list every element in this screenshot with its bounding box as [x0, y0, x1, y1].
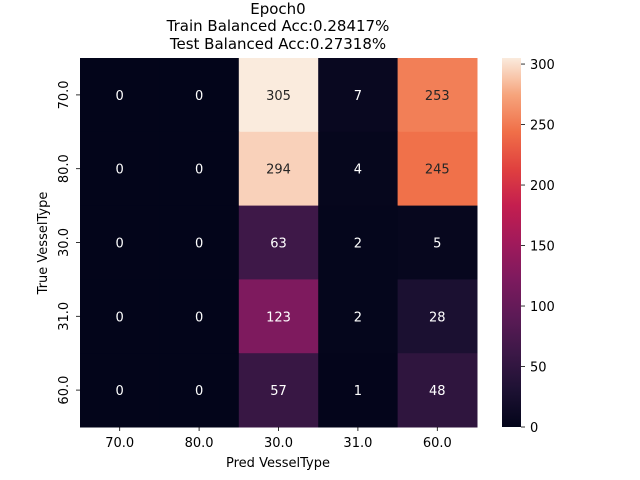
heatmap-cell	[159, 131, 240, 207]
heatmap-cell	[397, 58, 478, 133]
y-tick-label: 60.0	[57, 376, 72, 405]
heatmap-cell	[318, 58, 399, 133]
cell-value-label: 28	[429, 310, 446, 325]
cell-value-label: 0	[195, 384, 203, 399]
y-tick-label: 31.0	[57, 302, 72, 331]
colorbar-tick-label: 150	[530, 240, 555, 255]
chart-title: Epoch0 Train Balanced Acc:0.28417% Test …	[166, 0, 390, 53]
cell-value-label: 0	[116, 163, 124, 178]
y-axis-label: True VesselType	[36, 192, 51, 296]
colorbar-tick-label: 300	[530, 58, 555, 73]
heatmap-cell	[318, 205, 399, 280]
heatmap-cell	[238, 279, 319, 354]
heatmap-cell	[397, 353, 478, 428]
heatmap-cell-labels: 0 0 305 7 253 0 0 294 4 245 0 0 63 2 5 0 0 123 2 28 0 0 57 1 48	[116, 89, 450, 399]
heatmap-cell	[159, 205, 240, 280]
colorbar-gradient	[502, 58, 521, 427]
heatmap-cell	[238, 131, 319, 207]
cell-value-label: 5	[433, 237, 441, 252]
cell-value-label: 123	[266, 310, 291, 325]
x-tick-label: 60.0	[423, 436, 452, 451]
heatmap-cell	[318, 353, 399, 428]
heatmap-cell	[318, 131, 399, 207]
cell-value-label: 253	[425, 89, 450, 104]
x-axis-ticks: 70.0 80.0 30.0 31.0 60.0	[105, 427, 452, 451]
cell-value-label: 0	[116, 310, 124, 325]
cell-value-label: 2	[354, 237, 362, 252]
cell-value-label: 4	[354, 163, 362, 178]
title-line-1: Epoch0	[250, 0, 305, 18]
cell-value-label: 0	[116, 384, 124, 399]
heatmap-cell	[397, 279, 478, 354]
heatmap-cell	[238, 353, 319, 428]
y-tick-label: 30.0	[57, 228, 72, 257]
cell-value-label: 0	[195, 310, 203, 325]
heatmap-cell	[80, 353, 160, 428]
heatmap-cell	[159, 279, 240, 354]
y-axis-ticks: 70.0 80.0 30.0 31.0 60.0	[57, 80, 80, 405]
heatmap-cell	[80, 58, 160, 133]
heatmap-cells	[80, 58, 478, 428]
x-tick-label: 80.0	[185, 436, 214, 451]
cell-value-label: 57	[270, 384, 287, 399]
cell-value-label: 48	[429, 384, 446, 399]
y-tick-label: 70.0	[57, 80, 72, 109]
cell-value-label: 245	[425, 163, 450, 178]
colorbar-tick-label: 0	[530, 421, 538, 436]
cell-value-label: 1	[354, 384, 362, 399]
cell-value-label: 0	[195, 89, 203, 104]
colorbar: 0 50 100 150 200 250 300	[502, 58, 555, 436]
heatmap-cell	[80, 131, 160, 207]
y-tick-label: 80.0	[57, 154, 72, 183]
cell-value-label: 294	[266, 163, 291, 178]
heatmap-cell	[80, 279, 160, 354]
title-line-3: Test Balanced Acc:0.27318%	[169, 35, 386, 53]
x-axis-label: Pred VesselType	[226, 456, 330, 471]
heatmap-cell	[159, 58, 240, 133]
colorbar-tick-label: 100	[530, 300, 555, 315]
title-line-2: Train Balanced Acc:0.28417%	[166, 17, 390, 35]
x-tick-label: 70.0	[105, 436, 134, 451]
cell-value-label: 0	[116, 89, 124, 104]
cell-value-label: 7	[354, 89, 362, 104]
cell-value-label: 0	[195, 237, 203, 252]
heatmap-cell	[318, 279, 399, 354]
cell-value-label: 0	[116, 237, 124, 252]
cell-value-label: 0	[195, 163, 203, 178]
x-tick-label: 30.0	[264, 436, 293, 451]
heatmap-cell	[238, 205, 319, 280]
cell-value-label: 2	[354, 310, 362, 325]
heatmap-cell	[159, 353, 240, 428]
colorbar-tick-label: 200	[530, 179, 555, 194]
cell-value-label: 63	[270, 237, 287, 252]
colorbar-tick-label: 250	[530, 119, 555, 134]
heatmap-cell	[397, 131, 478, 207]
x-tick-label: 31.0	[343, 436, 372, 451]
heatmap-cell	[397, 205, 478, 280]
cell-value-label: 305	[266, 89, 291, 104]
heatmap-cell	[238, 58, 319, 133]
heatmap-cell	[80, 205, 160, 280]
colorbar-tick-label: 50	[530, 361, 547, 376]
colorbar-ticks: 0 50 100 150 200 250 300	[521, 58, 555, 436]
